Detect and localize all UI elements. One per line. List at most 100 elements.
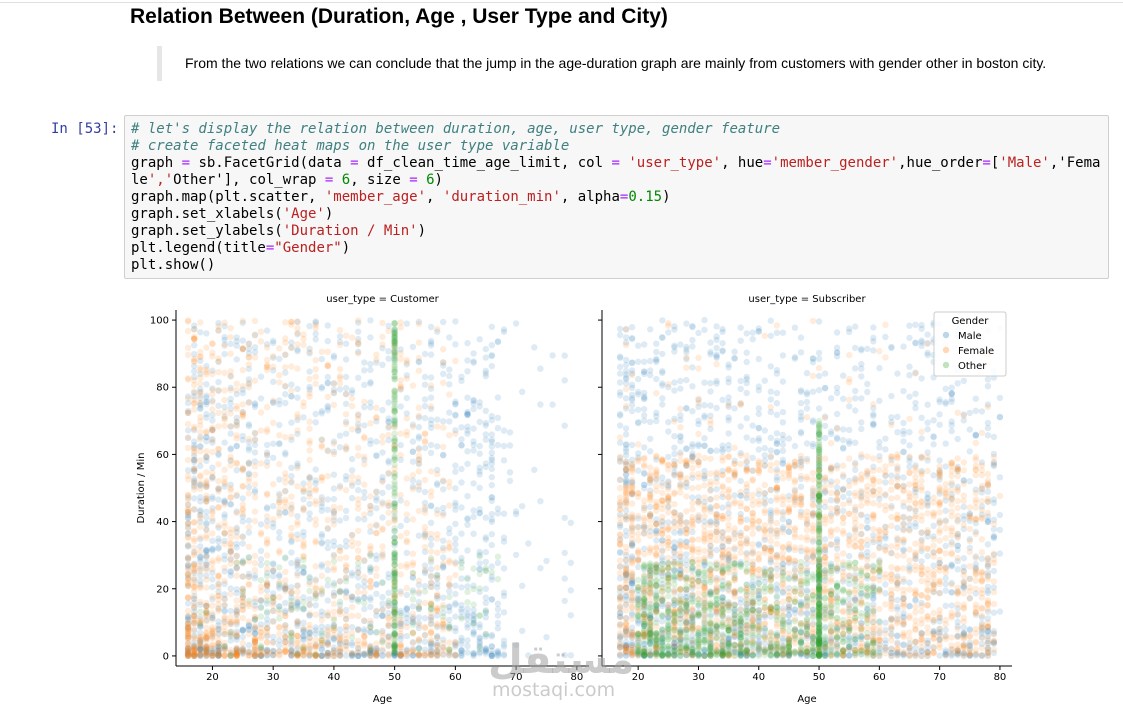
point-male (270, 520, 277, 527)
point-male (348, 455, 356, 463)
point-male (707, 380, 714, 387)
point-male (409, 615, 417, 623)
point-male (367, 594, 374, 601)
point-male (464, 493, 471, 500)
point-male (342, 642, 350, 649)
point-male (440, 452, 447, 459)
point-other (257, 613, 265, 620)
point-male (779, 447, 787, 454)
point-male (731, 348, 738, 355)
point-female (415, 468, 423, 475)
code-cell[interactable]: # let's display the relation between dur… (124, 115, 1109, 279)
point-male (251, 400, 259, 407)
point-male (184, 399, 192, 407)
point-male (440, 537, 447, 544)
point-female (203, 584, 210, 591)
point-male (996, 394, 1004, 402)
point-female (215, 557, 222, 564)
point-male (978, 408, 986, 415)
point-male (361, 557, 368, 565)
point-male (864, 380, 871, 388)
point-male (458, 608, 465, 615)
point-male (421, 638, 429, 645)
point-male (725, 364, 732, 371)
point-female (197, 413, 204, 421)
point-male (415, 614, 423, 621)
point-male (312, 602, 319, 609)
point-male (695, 329, 702, 337)
point-male (288, 479, 295, 486)
point-male (767, 363, 774, 370)
point-other (470, 601, 477, 608)
point-female (385, 499, 392, 506)
point-male (464, 411, 471, 419)
point-female (330, 649, 338, 656)
point-male (671, 387, 678, 394)
point-male (452, 462, 459, 469)
point-male (191, 650, 198, 658)
point-female (421, 476, 429, 484)
point-male (197, 623, 204, 630)
point-male (342, 589, 350, 596)
point-female (191, 457, 198, 464)
point-male (409, 652, 417, 659)
point-male (996, 550, 1004, 557)
point-male (488, 474, 495, 481)
point-male (743, 330, 750, 337)
point-male (336, 588, 344, 596)
point-female (221, 369, 228, 377)
point-male (239, 389, 246, 397)
point-female (361, 481, 368, 488)
point-male (882, 619, 889, 626)
point-male (622, 380, 630, 387)
point-male (948, 422, 955, 429)
point-male (270, 378, 277, 385)
point-male (251, 629, 259, 636)
point-male (294, 598, 301, 605)
point-female (215, 409, 222, 416)
point-female (427, 636, 435, 643)
point-female (184, 409, 192, 416)
point-female (434, 642, 441, 649)
point-female (227, 462, 234, 469)
point-male (348, 482, 356, 489)
point-male (373, 612, 380, 619)
point-male (809, 359, 817, 366)
point-female (215, 368, 222, 376)
point-male (197, 623, 204, 630)
point-male (403, 605, 410, 612)
point-male (209, 649, 216, 656)
point-female (330, 608, 338, 615)
point-male (197, 508, 204, 515)
point-male (318, 408, 325, 415)
point-male (342, 430, 350, 437)
point-male (452, 427, 459, 434)
point-female (300, 399, 307, 406)
point-male (276, 496, 283, 503)
point-female (397, 430, 404, 437)
point-male (713, 447, 720, 454)
point-male (446, 418, 453, 425)
code-editor[interactable]: # let's display the relation between dur… (131, 121, 1100, 274)
point-female (330, 592, 338, 600)
point-male (403, 361, 410, 368)
point-male (330, 649, 338, 656)
point-male (215, 319, 222, 327)
point-female (184, 395, 192, 402)
point-male (930, 441, 937, 448)
point-male (500, 592, 508, 600)
point-male (355, 652, 362, 660)
point-male (367, 650, 374, 657)
point-male (452, 624, 459, 632)
point-male (537, 565, 544, 572)
point-male (427, 616, 435, 624)
point-female (257, 409, 265, 416)
point-male (833, 384, 841, 391)
point-male (397, 652, 404, 659)
point-male (288, 472, 295, 480)
point-other (476, 570, 483, 578)
point-female (227, 325, 234, 332)
point-male (701, 316, 708, 324)
point-male (622, 367, 630, 375)
point-male (215, 647, 222, 654)
